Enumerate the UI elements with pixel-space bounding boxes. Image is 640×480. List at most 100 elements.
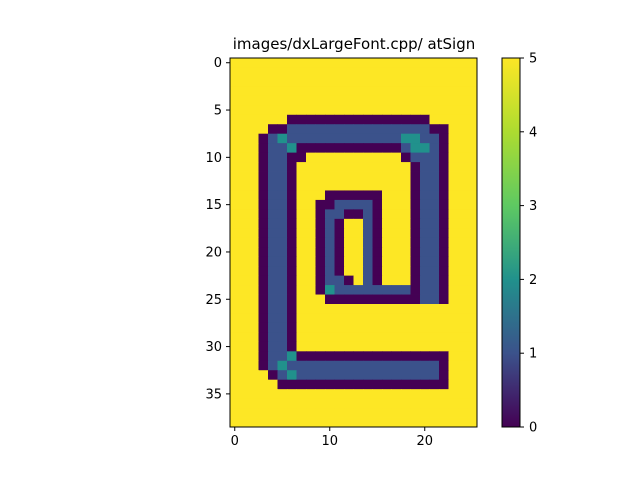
heatmap-cell [239,152,250,163]
heatmap-cell [410,285,421,295]
heatmap-cell [429,247,440,258]
heatmap-cell [448,332,459,343]
heatmap-cell [268,143,278,154]
heatmap-cell [287,133,297,144]
heatmap-cell [249,76,259,87]
heatmap-cell [420,332,430,343]
heatmap-cell [439,304,449,314]
heatmap-cell [391,237,402,248]
heatmap-cell [420,171,430,182]
heatmap-cell [258,247,269,258]
heatmap-cell [325,351,335,362]
heatmap-cell [306,285,316,295]
heatmap-cell [268,76,278,87]
heatmap-cell [458,304,468,314]
heatmap-cell [287,389,297,400]
heatmap-cell [239,218,250,229]
heatmap-cell [363,162,373,172]
heatmap-cell [372,322,383,333]
heatmap-cell [230,332,240,343]
heatmap-cell [439,417,449,428]
heatmap-cell [296,124,307,135]
heatmap-cell [372,171,383,182]
heatmap-cell [325,133,335,144]
heatmap-cell [334,190,345,201]
heatmap-cell [429,114,440,125]
heatmap-cell [410,67,421,78]
heatmap-cell [382,370,392,381]
heatmap-cell [353,313,364,324]
heatmap-cell [439,360,449,371]
heatmap-cell [363,181,373,191]
heatmap-cell [268,67,278,78]
heatmap-cell [382,152,392,163]
heatmap-cell [325,398,335,409]
heatmap-cell [353,190,364,201]
heatmap-cell [249,67,259,78]
heatmap-cell [372,389,383,400]
heatmap-cell [344,133,354,144]
heatmap-cell [306,398,316,409]
heatmap-cell [258,379,269,390]
heatmap-cell [363,389,373,400]
heatmap-cell [296,379,307,390]
heatmap-cell [410,389,421,400]
heatmap-cell [268,266,278,277]
heatmap-cell [363,341,373,352]
heatmap-cell [382,114,392,125]
heatmap-cell [296,237,307,248]
heatmap-cell [239,86,250,97]
heatmap-cell [401,247,411,258]
heatmap-cell [420,218,430,229]
heatmap-cell [391,67,402,78]
heatmap-cell [439,76,449,87]
heatmap-cell [410,181,421,191]
heatmap-cell [249,285,259,295]
heatmap-cell [268,370,278,381]
heatmap-cell [258,162,269,172]
heatmap-cell [420,152,430,163]
heatmap-cell [296,105,307,116]
heatmap-cell [391,171,402,182]
heatmap-cell [363,379,373,390]
heatmap-cell [429,266,440,277]
heatmap-cell [467,58,478,68]
heatmap-cell [315,275,326,286]
heatmap-cell [230,417,240,428]
heatmap-cell [268,322,278,333]
heatmap-cell [249,351,259,362]
heatmap-cell [334,58,345,68]
heatmap-cell [325,313,335,324]
heatmap-cell [334,408,345,418]
x-tick-label: 10 [321,434,338,449]
heatmap-cell [315,199,326,210]
heatmap-cell [410,209,421,220]
heatmap-cell [382,133,392,144]
heatmap-cell [372,162,383,172]
heatmap-cell [239,114,250,125]
heatmap-cell [458,351,468,362]
heatmap-cell [391,398,402,409]
heatmap-cell [239,398,250,409]
heatmap-cell [258,199,269,210]
heatmap-cell [401,379,411,390]
y-tick-label: 15 [205,198,222,213]
heatmap-cell [239,181,250,191]
heatmap-cell [258,95,269,106]
heatmap-cell [439,105,449,116]
heatmap-cell [401,304,411,314]
heatmap-cell [249,228,259,239]
heatmap-cell [410,105,421,116]
heatmap-cell [258,105,269,116]
heatmap-cell [249,181,259,191]
heatmap-cell [239,322,250,333]
heatmap-cell [277,275,288,286]
heatmap-cell [306,351,316,362]
heatmap-cell [429,86,440,97]
heatmap-cell [315,417,326,428]
heatmap-cell [353,171,364,182]
heatmap-cell [239,285,250,295]
heatmap-cell [458,143,468,154]
heatmap-cell [353,360,364,371]
heatmap-cell [448,209,459,220]
